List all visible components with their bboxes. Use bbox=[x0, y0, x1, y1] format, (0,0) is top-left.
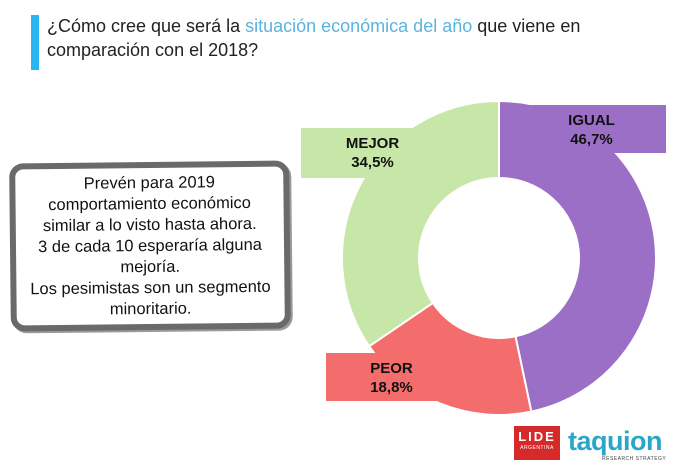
accent-bar bbox=[31, 15, 39, 70]
label-igual-value: 46,7% bbox=[570, 131, 613, 148]
taquion-logo-sub: RESEARCH STRATEGY bbox=[602, 456, 667, 462]
label-peor-value: 18,8% bbox=[370, 379, 413, 396]
label-mejor: MEJOR 34,5% bbox=[301, 128, 444, 178]
lide-logo: LIDE ARGENTINA bbox=[514, 426, 560, 460]
taquion-logo: taquion RESEARCH STRATEGY bbox=[568, 426, 668, 466]
label-mejor-value: 34,5% bbox=[351, 154, 394, 171]
title-highlight: situación económica del año bbox=[245, 16, 473, 36]
label-mejor-name: MEJOR bbox=[345, 135, 400, 152]
lide-logo-sub: ARGENTINA bbox=[520, 445, 554, 451]
label-peor-name: PEOR bbox=[370, 360, 413, 377]
label-peor: PEOR 18,8% bbox=[326, 353, 457, 401]
title-suffix: que viene en comparación con el 2018? bbox=[47, 16, 581, 60]
title-prefix: ¿Cómo cree que será la bbox=[47, 16, 246, 36]
taquion-logo-name: taquion bbox=[568, 426, 662, 456]
lide-logo-name: LIDE bbox=[518, 429, 556, 444]
label-igual-name: IGUAL bbox=[568, 112, 615, 129]
label-igual: IGUAL 46,7% bbox=[517, 105, 666, 153]
page-title: ¿Cómo cree que será la situación económi… bbox=[47, 14, 647, 62]
